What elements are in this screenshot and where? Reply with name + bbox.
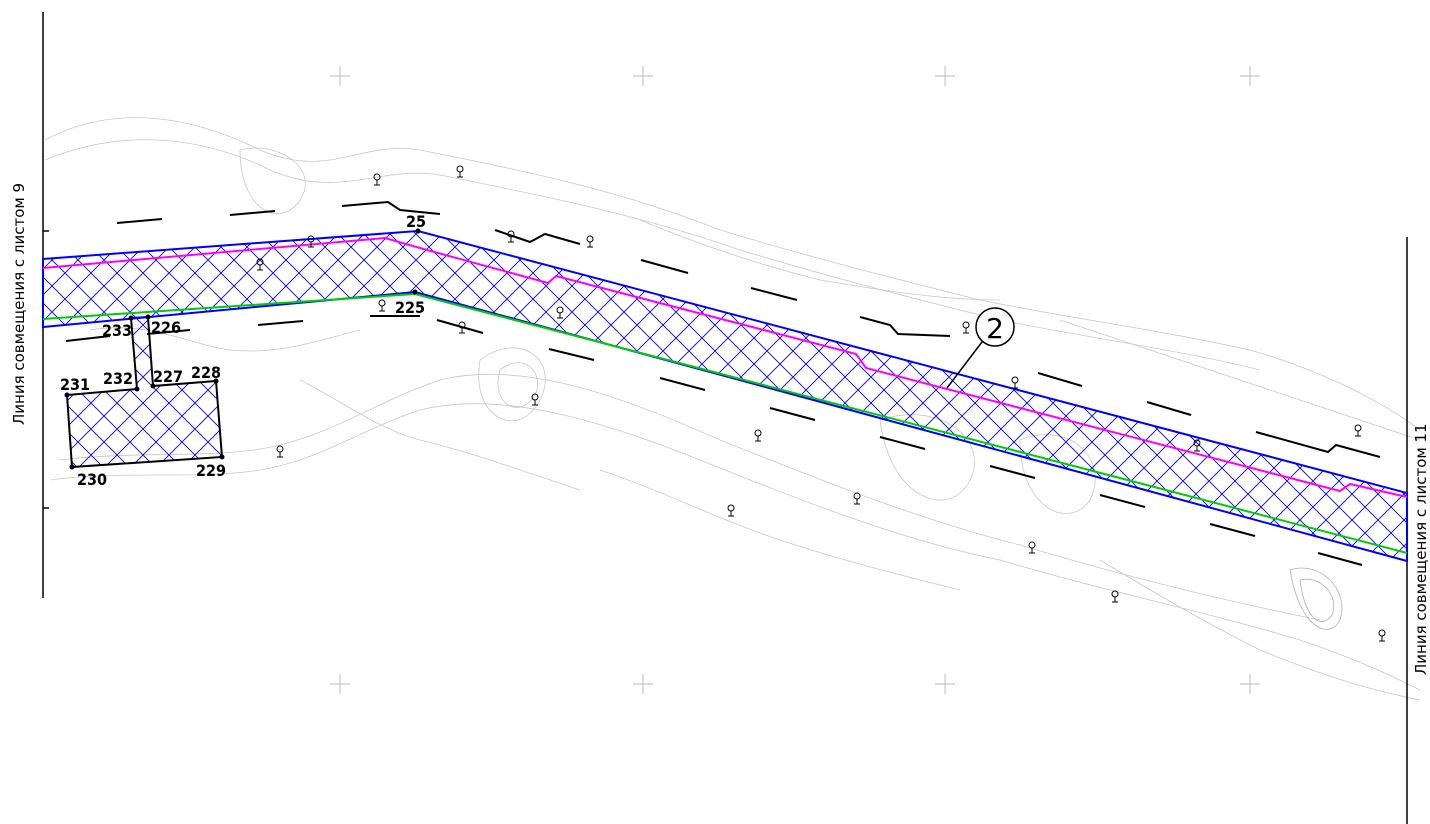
- left-match-label: Линия совмещения с листом 9: [10, 183, 28, 425]
- grid-cross-icon: [330, 66, 1260, 694]
- parcel-boundary: [65, 316, 224, 469]
- point-label-227: 227: [153, 367, 183, 386]
- point-label-233: 233: [102, 321, 132, 340]
- slope-marks: [65, 200, 1381, 566]
- point-label-225: 225: [395, 298, 425, 317]
- point-label-25: 25: [406, 212, 426, 231]
- right-of-way-zone: [42, 229, 1408, 563]
- parcel-hatched: [67, 317, 222, 467]
- point-label-229: 229: [196, 461, 226, 480]
- axis-line: [42, 236, 1408, 498]
- point-label-226: 226: [151, 318, 181, 337]
- survey-points: [64, 228, 421, 470]
- callout-label: 2: [986, 312, 1004, 345]
- topography-contours: [44, 117, 1421, 701]
- point-label-232: 232: [103, 369, 133, 388]
- right-match-label: Линия совмещения с листом 11: [1412, 423, 1430, 675]
- point-label-228: 228: [191, 363, 221, 382]
- callout-marker: 2: [946, 307, 1015, 389]
- point-label-230: 230: [77, 470, 107, 489]
- point-label-231: 231: [60, 375, 90, 394]
